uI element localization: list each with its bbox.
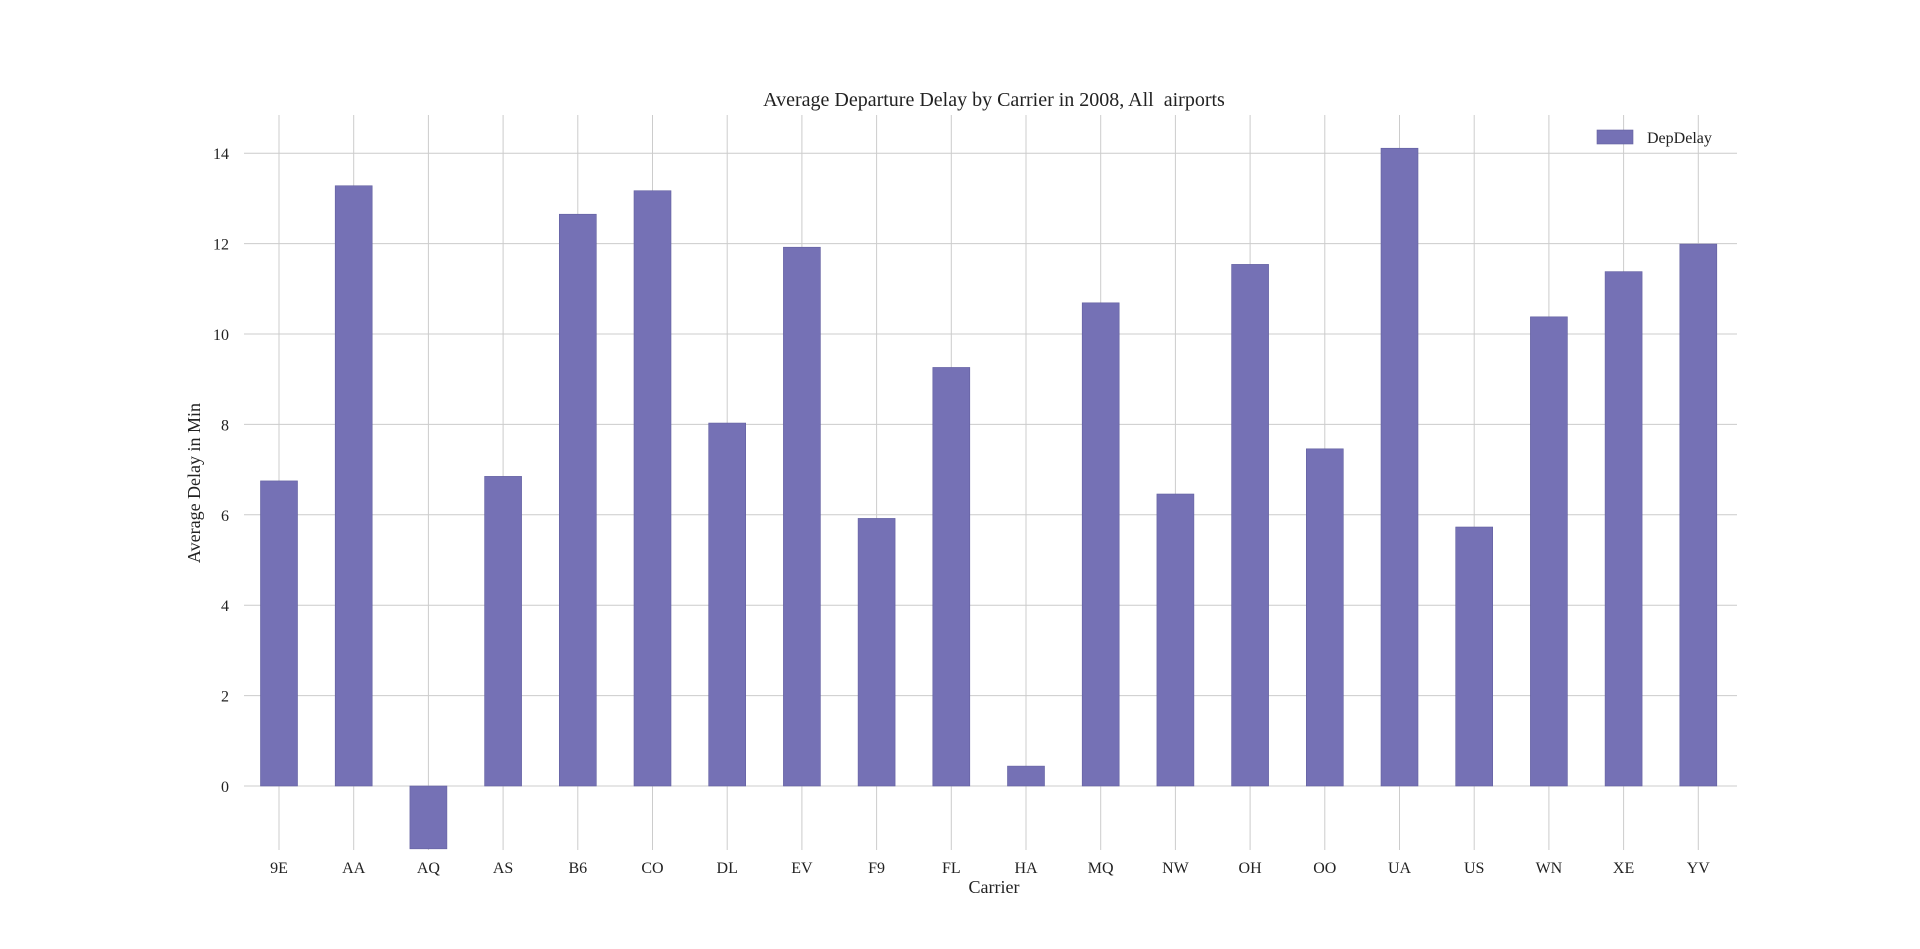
- bar-nw: [1156, 493, 1195, 787]
- x-tick-label: UA: [1388, 860, 1412, 877]
- bar-ua: [1380, 147, 1419, 787]
- x-tick-label: US: [1464, 860, 1484, 877]
- bar-ev: [783, 246, 821, 787]
- x-tick-label: AA: [342, 860, 366, 877]
- bar-us: [1455, 526, 1493, 787]
- y-tick-label: 2: [221, 689, 229, 706]
- x-tick-label: DL: [717, 860, 738, 877]
- legend-label-depdelay: DepDelay: [1647, 130, 1712, 147]
- legend: DepDelay: [1596, 129, 1712, 147]
- y-tick-label: 0: [221, 779, 229, 796]
- y-tick-label: 4: [221, 598, 229, 615]
- legend-swatch-depdelay: [1596, 129, 1634, 145]
- y-tick-label: 14: [213, 146, 229, 163]
- x-tick-label: OO: [1313, 860, 1336, 877]
- bar-co: [633, 190, 672, 787]
- x-tick-label: OH: [1239, 860, 1263, 877]
- bar-f9: [857, 518, 896, 787]
- x-tick-label: F9: [868, 860, 885, 877]
- bars: [260, 147, 1718, 850]
- bar-ha: [1007, 765, 1045, 787]
- bar-xe: [1604, 271, 1643, 787]
- x-tick-label: FL: [942, 860, 961, 877]
- grid-lines: [244, 115, 1737, 850]
- x-tick-labels: 9E AA AQ AS B6 CO DL EV F9 FL HA MQ NW OH OO UA US WN XE YV: [270, 860, 1710, 877]
- y-tick-label: 8: [221, 417, 229, 434]
- x-tick-label: XE: [1613, 860, 1634, 877]
- x-tick-label: AQ: [417, 860, 441, 877]
- bar-dl: [708, 422, 747, 787]
- bar-b6: [558, 213, 597, 787]
- x-tick-label: WN: [1536, 860, 1563, 877]
- x-tick-label: 9E: [270, 860, 288, 877]
- x-tick-label: EV: [791, 860, 813, 877]
- y-tick-label: 10: [213, 327, 229, 344]
- x-tick-label: B6: [568, 860, 587, 877]
- x-tick-label: AS: [493, 860, 513, 877]
- bar-yv: [1679, 243, 1718, 787]
- x-tick-label: YV: [1687, 860, 1711, 877]
- x-axis-label: Carrier: [969, 877, 1020, 897]
- bar-mq: [1081, 302, 1120, 787]
- x-tick-label: HA: [1014, 860, 1038, 877]
- y-tick-label: 12: [213, 237, 229, 254]
- chart-title: Average Departure Delay by Carrier in 20…: [763, 89, 1225, 111]
- bar-9e: [260, 480, 298, 787]
- bar-oh: [1231, 264, 1269, 787]
- x-tick-label: NW: [1162, 860, 1190, 877]
- x-tick-label: MQ: [1088, 860, 1114, 877]
- y-tick-labels: 0 2 4 6 8 10 12 14: [213, 146, 229, 796]
- bar-fl: [932, 367, 971, 787]
- bar-aa: [334, 185, 373, 787]
- bar-oo: [1306, 448, 1344, 787]
- y-tick-label: 6: [221, 508, 229, 525]
- bar-as: [484, 476, 522, 787]
- bar-wn: [1530, 316, 1568, 787]
- bar-aq: [409, 785, 448, 850]
- y-axis-label: Average Delay in Min: [184, 403, 204, 563]
- x-tick-label: CO: [641, 860, 663, 877]
